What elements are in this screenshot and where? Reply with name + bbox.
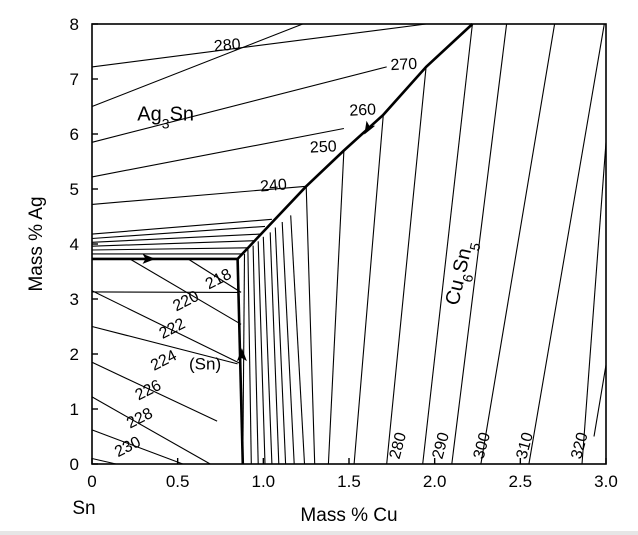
x-tick-label: 2.0 — [423, 472, 447, 491]
isotherm-line — [581, 142, 607, 465]
isotherm-label: 230 — [112, 434, 144, 461]
isotherm-line — [91, 23, 303, 108]
isotherm-label: 300 — [471, 431, 494, 461]
y-axis-title: Mass % Ag — [26, 196, 47, 291]
isotherm-label: 280 — [387, 431, 410, 461]
phase-labels: Ag3Sn Cu6Sn5 (Sn) — [137, 103, 483, 373]
isotherm-line — [91, 233, 260, 243]
isotherm-line — [129, 258, 242, 325]
isotherm-line — [91, 247, 248, 251]
isotherm-label: 222 — [157, 315, 189, 342]
isotherm-label: 240 — [260, 176, 288, 195]
y-tick-label: 5 — [70, 180, 79, 199]
y-tick-label: 1 — [70, 400, 79, 419]
boundary-arrow — [142, 253, 156, 264]
isotherm-line — [269, 232, 280, 465]
isotherm-label: 320 — [568, 431, 591, 461]
x-axis-title: Mass % Cu — [300, 505, 397, 526]
isotherm-label: 228 — [124, 405, 156, 432]
isotherm-line — [281, 221, 295, 465]
isotherm-label: 290 — [430, 431, 453, 461]
isotherm-line — [91, 23, 427, 68]
isotherm-line — [91, 396, 211, 465]
phase-boundary-line — [236, 23, 474, 260]
isotherm-label: 270 — [390, 56, 418, 74]
isotherm-label: 260 — [349, 101, 377, 119]
isotherm-line — [290, 215, 306, 465]
boundary-arrow — [236, 348, 247, 362]
isotherm-line — [422, 23, 473, 465]
isotherm-line — [91, 66, 387, 143]
isotherm-line — [91, 127, 345, 178]
isotherm-line — [91, 185, 307, 205]
isotherm-label: 250 — [310, 138, 338, 156]
isotherm-label: 224 — [148, 347, 180, 374]
isotherm-line — [451, 23, 508, 465]
y-tick-label: 6 — [70, 125, 79, 144]
isotherm-label: 310 — [514, 431, 537, 461]
x-tick-label: 3.0 — [594, 472, 618, 491]
isotherm-line — [305, 186, 316, 465]
isotherm-line — [91, 457, 117, 465]
isotherm-line — [187, 258, 242, 293]
x-tick-label: 1.5 — [337, 472, 361, 491]
y-tick-label: 2 — [70, 345, 79, 364]
isotherm-line — [386, 66, 427, 465]
isotherm-line — [91, 225, 266, 240]
isotherm-line — [91, 429, 183, 465]
y-tick-label: 4 — [70, 235, 79, 254]
isotherm-lines — [91, 23, 607, 465]
isotherm-line — [528, 23, 605, 465]
y-tick-label: 0 — [70, 455, 79, 474]
isotherm-line — [262, 236, 273, 465]
phase-label: Ag3Sn — [137, 103, 194, 131]
axes: 0 0.5 1.0 1.5 2.0 2.5 3.0 0 1 2 3 4 5 6 7 8 — [70, 15, 618, 491]
isotherm-line — [91, 291, 238, 293]
isotherm-line — [353, 114, 384, 465]
corner-label-sn: Sn — [72, 498, 95, 519]
isotherm-label: 218 — [203, 266, 235, 293]
isotherm-line — [91, 325, 238, 365]
isotherm-line — [327, 150, 345, 465]
x-tick-label: 0 — [87, 472, 96, 491]
x-tick-label: 0.5 — [166, 472, 190, 491]
phase-boundaries — [92, 23, 474, 465]
bottom-band — [0, 531, 638, 535]
isotherm-label: 226 — [133, 377, 165, 404]
isotherm-line — [257, 241, 266, 465]
isotherm-line — [247, 249, 252, 465]
isotherm-line — [274, 227, 287, 465]
y-tick-label: 3 — [70, 290, 79, 309]
phase-boundary-line — [236, 258, 245, 465]
isotherm-line — [252, 245, 259, 465]
x-tick-label: 2.5 — [509, 472, 533, 491]
y-tick-label: 7 — [70, 70, 79, 89]
y-tick-label: 8 — [70, 15, 79, 34]
isotherm-line — [480, 23, 556, 465]
phase-label: Cu6Sn5 — [442, 238, 484, 308]
phase-label: (Sn) — [189, 354, 221, 373]
isotherm-line — [593, 364, 607, 437]
x-tick-label: 1.0 — [252, 472, 276, 491]
boundary-arrow — [364, 120, 376, 135]
isotherm-line — [91, 290, 242, 365]
isotherm-line — [91, 240, 255, 247]
boundary-arrows — [142, 120, 376, 362]
isotherm-label: 280 — [213, 36, 241, 55]
isotherm-line — [91, 361, 218, 422]
isotherm-line — [91, 218, 272, 235]
